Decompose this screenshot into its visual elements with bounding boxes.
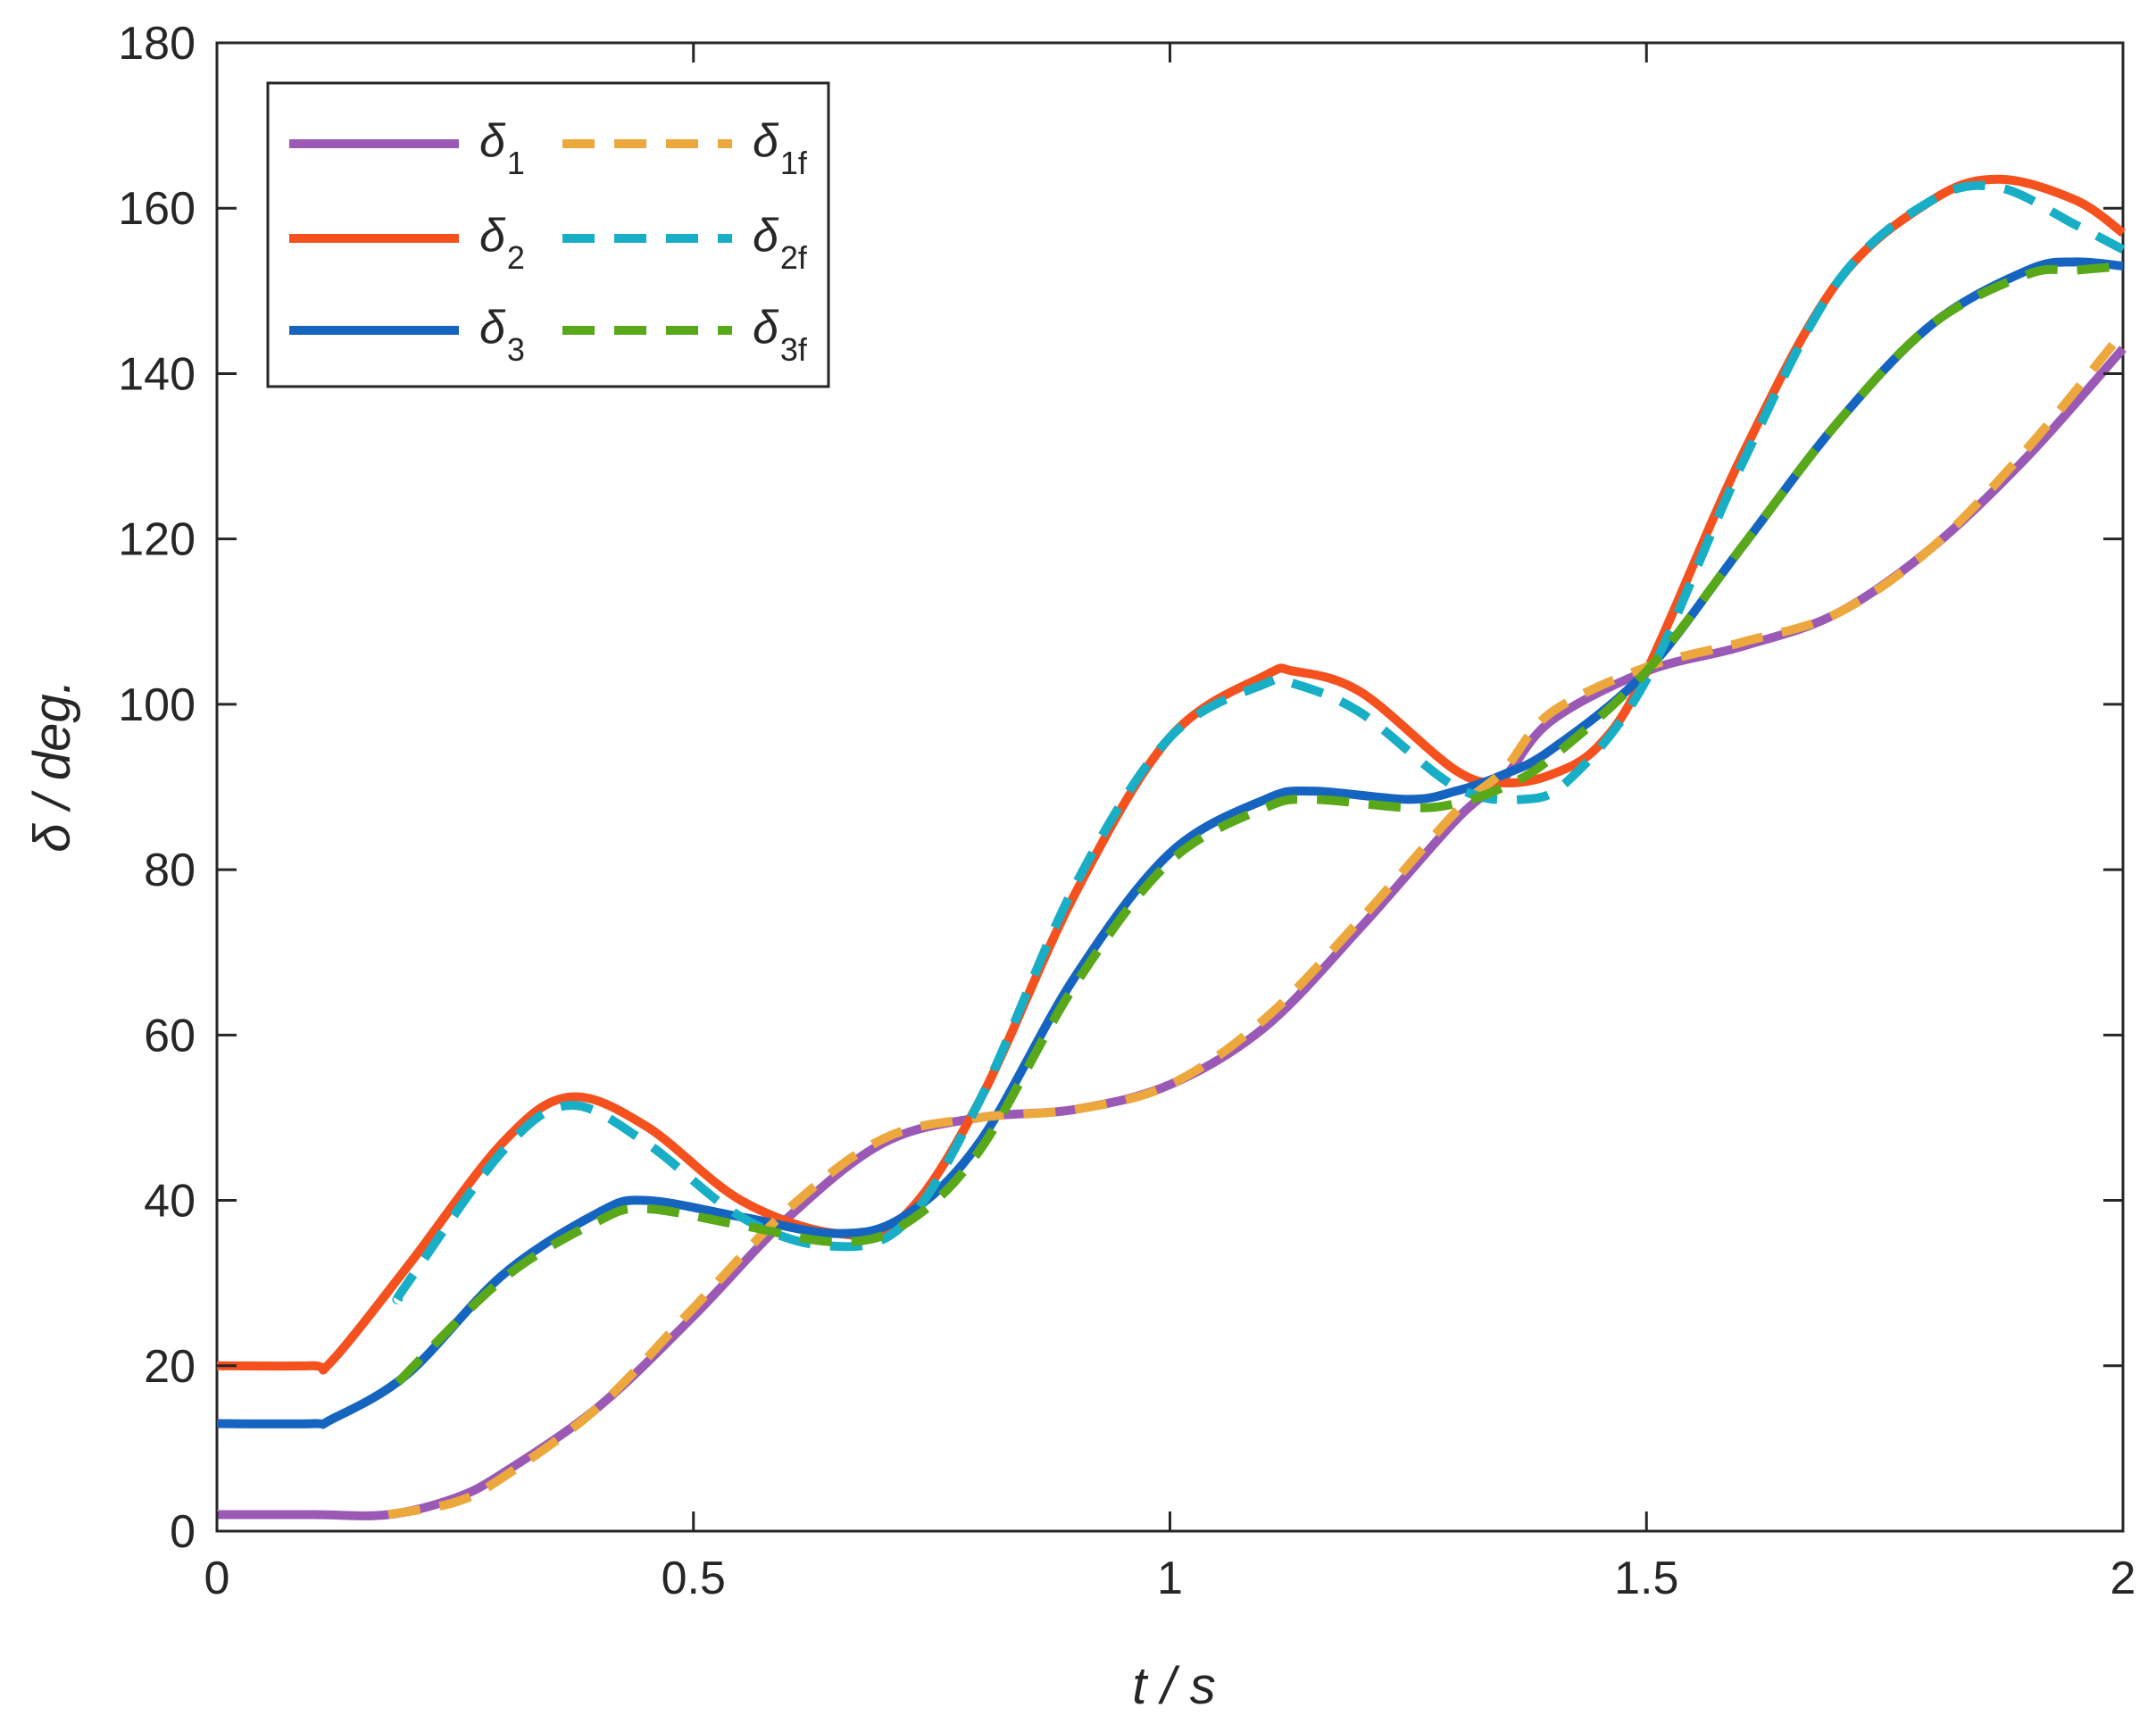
y-tick-label: 160 bbox=[118, 183, 196, 235]
legend-label-δ2: δ2 bbox=[479, 210, 525, 276]
series-line-δ3f bbox=[395, 262, 2124, 1386]
legend-label-δ1: δ1 bbox=[479, 115, 525, 181]
x-tick-label: 1 bbox=[1157, 1553, 1183, 1604]
y-tick-label: 80 bbox=[144, 845, 196, 896]
y-tick-label: 20 bbox=[144, 1341, 196, 1393]
y-tick-label: 100 bbox=[118, 679, 196, 731]
x-tick-label: 2 bbox=[2110, 1553, 2136, 1604]
legend: δ1 δ2 δ3 δ1f δ2f δ3f bbox=[266, 81, 830, 388]
series-layer bbox=[216, 174, 2127, 1520]
legend-label-δ3: δ3 bbox=[479, 302, 525, 368]
y-tick-label: 180 bbox=[118, 18, 196, 70]
y-tick-label: 140 bbox=[118, 348, 196, 400]
y-tick-label: 40 bbox=[144, 1176, 196, 1228]
legend-label-δ1f: δ1f bbox=[753, 115, 808, 181]
legend-label-δ2f: δ2f bbox=[753, 210, 808, 276]
x-tick-label: 0.5 bbox=[662, 1553, 726, 1604]
x-tick-label: 1.5 bbox=[1614, 1553, 1678, 1604]
series-line-δ2f bbox=[392, 180, 2126, 1304]
x-tick-label: 0 bbox=[204, 1553, 230, 1604]
y-tick-label: 0 bbox=[170, 1506, 196, 1558]
x-axis-label: t / s bbox=[1132, 1657, 1215, 1715]
y-tick-label: 120 bbox=[118, 514, 196, 566]
legend-label-δ3f: δ3f bbox=[753, 302, 808, 368]
y-tick-label: 60 bbox=[144, 1010, 196, 1062]
series-line-δ1f bbox=[387, 329, 2127, 1520]
y-axis-label: δ / deg. bbox=[23, 679, 81, 852]
